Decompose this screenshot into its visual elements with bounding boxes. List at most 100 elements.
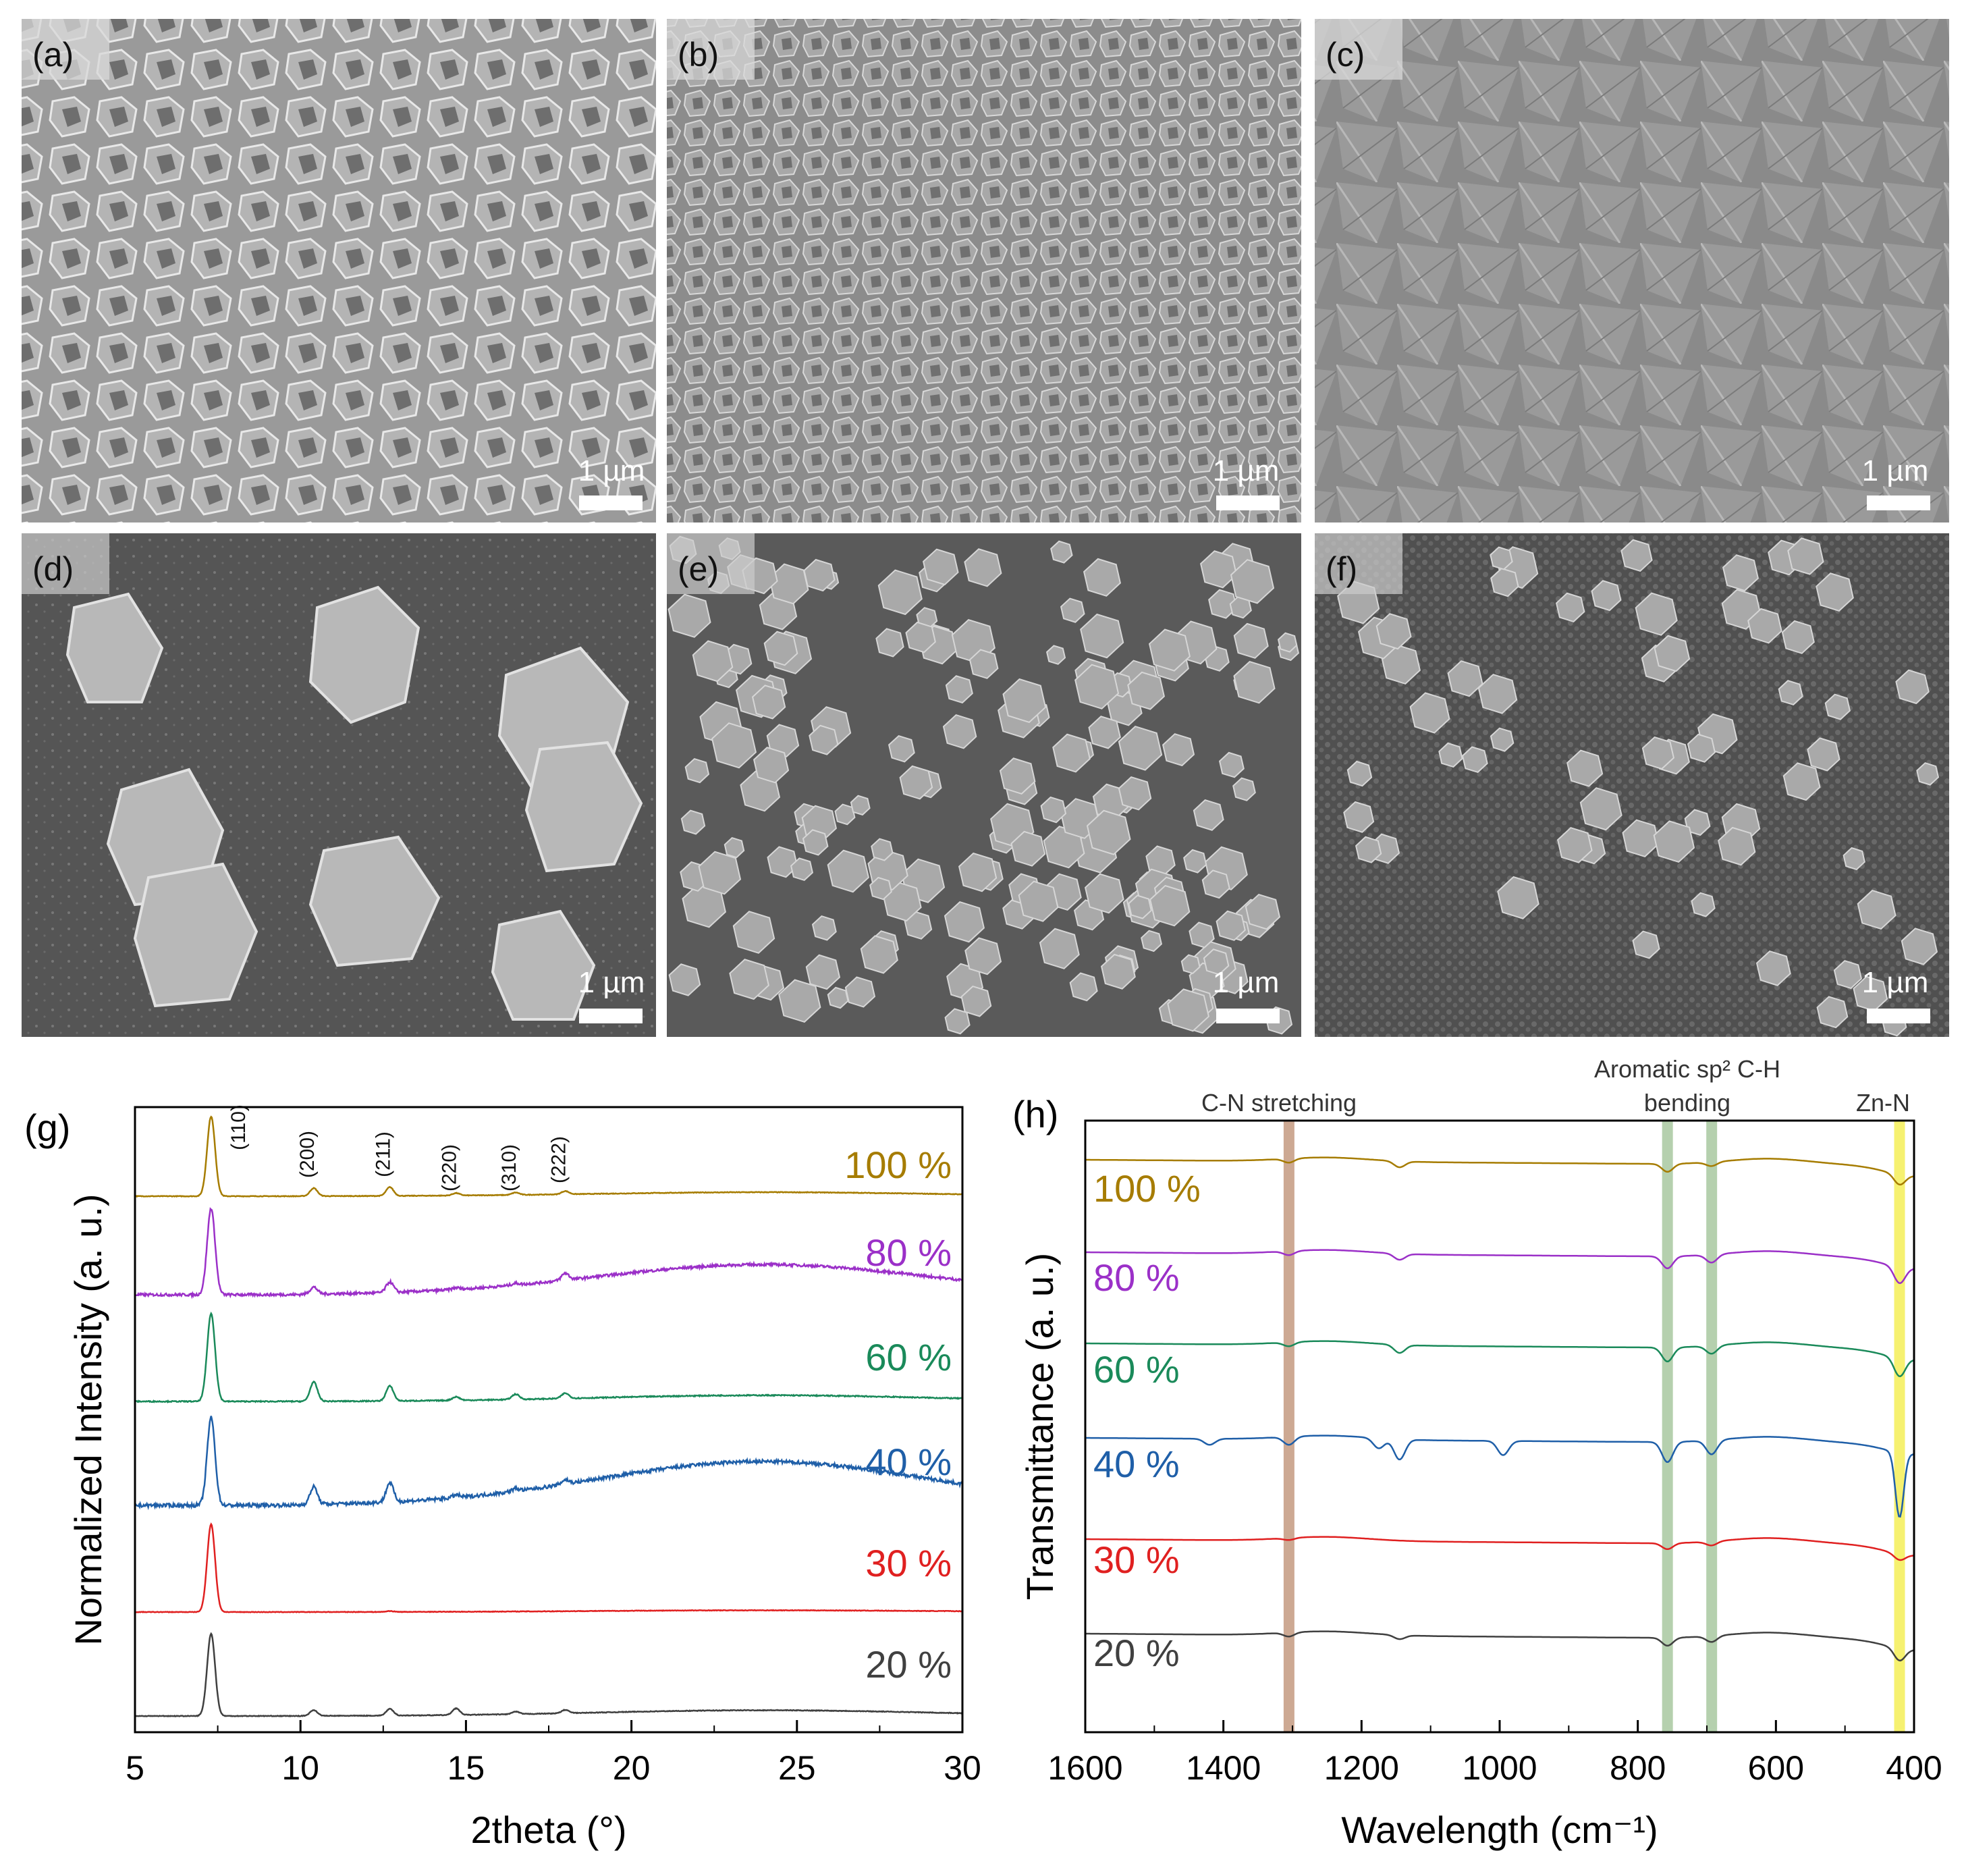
particle	[1620, 539, 1653, 572]
particles-e	[667, 535, 1300, 1035]
scale-label-f: 1 µm	[1862, 966, 1929, 999]
xrd-series-line	[134, 1416, 963, 1511]
scale-bar-d	[579, 1009, 643, 1023]
particle	[1201, 869, 1230, 899]
particle	[729, 959, 770, 1000]
scale-label-c: 1 µm	[1862, 454, 1929, 487]
particle	[1497, 876, 1539, 919]
particle	[1086, 809, 1131, 855]
ftir-series-line	[1085, 1435, 1915, 1518]
xrd-peak-labels: (110) (200) (211) (220) (310) (222)	[227, 1104, 570, 1191]
particle	[1162, 733, 1195, 767]
xrd-series-label: 80 %	[865, 1231, 952, 1274]
xrd-series-line	[134, 1522, 963, 1613]
xrd-peak-label: (222)	[548, 1136, 570, 1183]
particle	[1747, 608, 1782, 644]
particle	[1233, 622, 1269, 659]
particle	[1653, 820, 1695, 863]
particle	[1149, 884, 1191, 927]
particle	[1641, 736, 1675, 770]
particle	[871, 838, 894, 861]
sem-panel-d: (d) 1 µm	[22, 533, 656, 1037]
ftir-tick-label: 400	[1886, 1749, 1942, 1787]
particle	[1199, 550, 1238, 589]
ftir-series-line	[1085, 1156, 1915, 1186]
letter-bg-e	[667, 533, 755, 594]
particle	[1622, 819, 1660, 858]
particle	[1080, 613, 1124, 659]
particle	[1083, 558, 1122, 597]
particle	[1127, 671, 1166, 710]
xrd-tick-label: 15	[447, 1749, 485, 1787]
particle	[1778, 680, 1803, 706]
particle	[1189, 921, 1215, 948]
xrd-tick-label: 5	[126, 1749, 144, 1787]
particle	[960, 985, 992, 1017]
letter-bg-d	[22, 533, 109, 594]
ftir-tick-label: 800	[1610, 1749, 1666, 1787]
crystal-texture-c	[1315, 19, 1949, 522]
ftir-series-label: 60 %	[1093, 1348, 1180, 1391]
xrd-series-label: 40 %	[865, 1441, 952, 1483]
particle	[1355, 836, 1382, 863]
particle	[1895, 669, 1930, 705]
particle	[922, 548, 959, 586]
xrd-series-line	[134, 1207, 963, 1299]
particle	[1277, 632, 1298, 653]
sem-panel-b: (b) 1 µm	[667, 19, 1301, 522]
particle	[684, 757, 710, 784]
particle	[1755, 950, 1791, 986]
letter-bg-f	[1315, 533, 1402, 594]
crystal-texture-b	[667, 19, 1301, 522]
particle	[802, 829, 829, 856]
panel-letter-a: (a)	[32, 36, 74, 74]
xrd-series-labels: 100 % 80 % 60 % 40 % 30 % 20 %	[844, 1144, 952, 1686]
ftir-panel-label: (h)	[1012, 1093, 1058, 1135]
particle	[1018, 880, 1059, 922]
particle	[1556, 827, 1593, 863]
xrd-y-axis-title: Normalized Intensity (a. u.)	[67, 1194, 109, 1645]
crystal-texture-a	[22, 19, 656, 522]
particle	[827, 986, 849, 1009]
particle	[899, 765, 933, 800]
panel-letter-e: (e)	[678, 550, 719, 588]
letter-bg-b	[667, 19, 755, 80]
scale-label-a: 1 µm	[578, 454, 645, 487]
ftir-series-labels: 100 % 80 % 60 % 40 % 30 % 20 %	[1093, 1167, 1201, 1674]
ftir-series-label: 80 %	[1093, 1256, 1180, 1299]
particle	[1684, 809, 1711, 836]
particle	[1343, 801, 1375, 833]
letter-bg-c	[1315, 19, 1402, 80]
particle	[1807, 737, 1840, 772]
particle	[1232, 777, 1256, 801]
particle	[1050, 540, 1073, 564]
xrd-tick-label: 30	[944, 1749, 981, 1787]
ftir-x-axis-title: Wavelength (cm⁻¹)	[1341, 1808, 1658, 1851]
xrd-series-line	[134, 1311, 963, 1403]
sem-panel-f: (f) 1 µm	[1315, 533, 1949, 1037]
particle	[1901, 928, 1938, 965]
particle	[698, 851, 742, 895]
particle	[680, 809, 706, 835]
particle	[1787, 537, 1824, 575]
sem-panels: (a) 1 µm (b) 1 µm (c) 1 µm	[22, 19, 1949, 1037]
xrd-tick-label: 10	[281, 1749, 319, 1787]
particle	[844, 976, 876, 1008]
particle	[1203, 948, 1230, 975]
ftir-tick-label: 1200	[1324, 1749, 1399, 1787]
particle	[1654, 635, 1691, 672]
ftir-series-line	[1085, 1536, 1915, 1561]
panel-letter-d: (d)	[32, 550, 74, 588]
particle	[1039, 928, 1080, 969]
ftir-series-label: 30 %	[1093, 1538, 1180, 1581]
particle	[766, 724, 800, 758]
particle	[1010, 830, 1046, 867]
sem-panel-a: (a) 1 µm	[22, 19, 656, 522]
particle	[1148, 628, 1191, 672]
xrd-peak-label: (220)	[439, 1144, 461, 1191]
particle	[1074, 664, 1120, 709]
ftir-series-line	[1085, 1249, 1915, 1285]
particle	[1088, 716, 1121, 749]
particle	[942, 714, 977, 749]
